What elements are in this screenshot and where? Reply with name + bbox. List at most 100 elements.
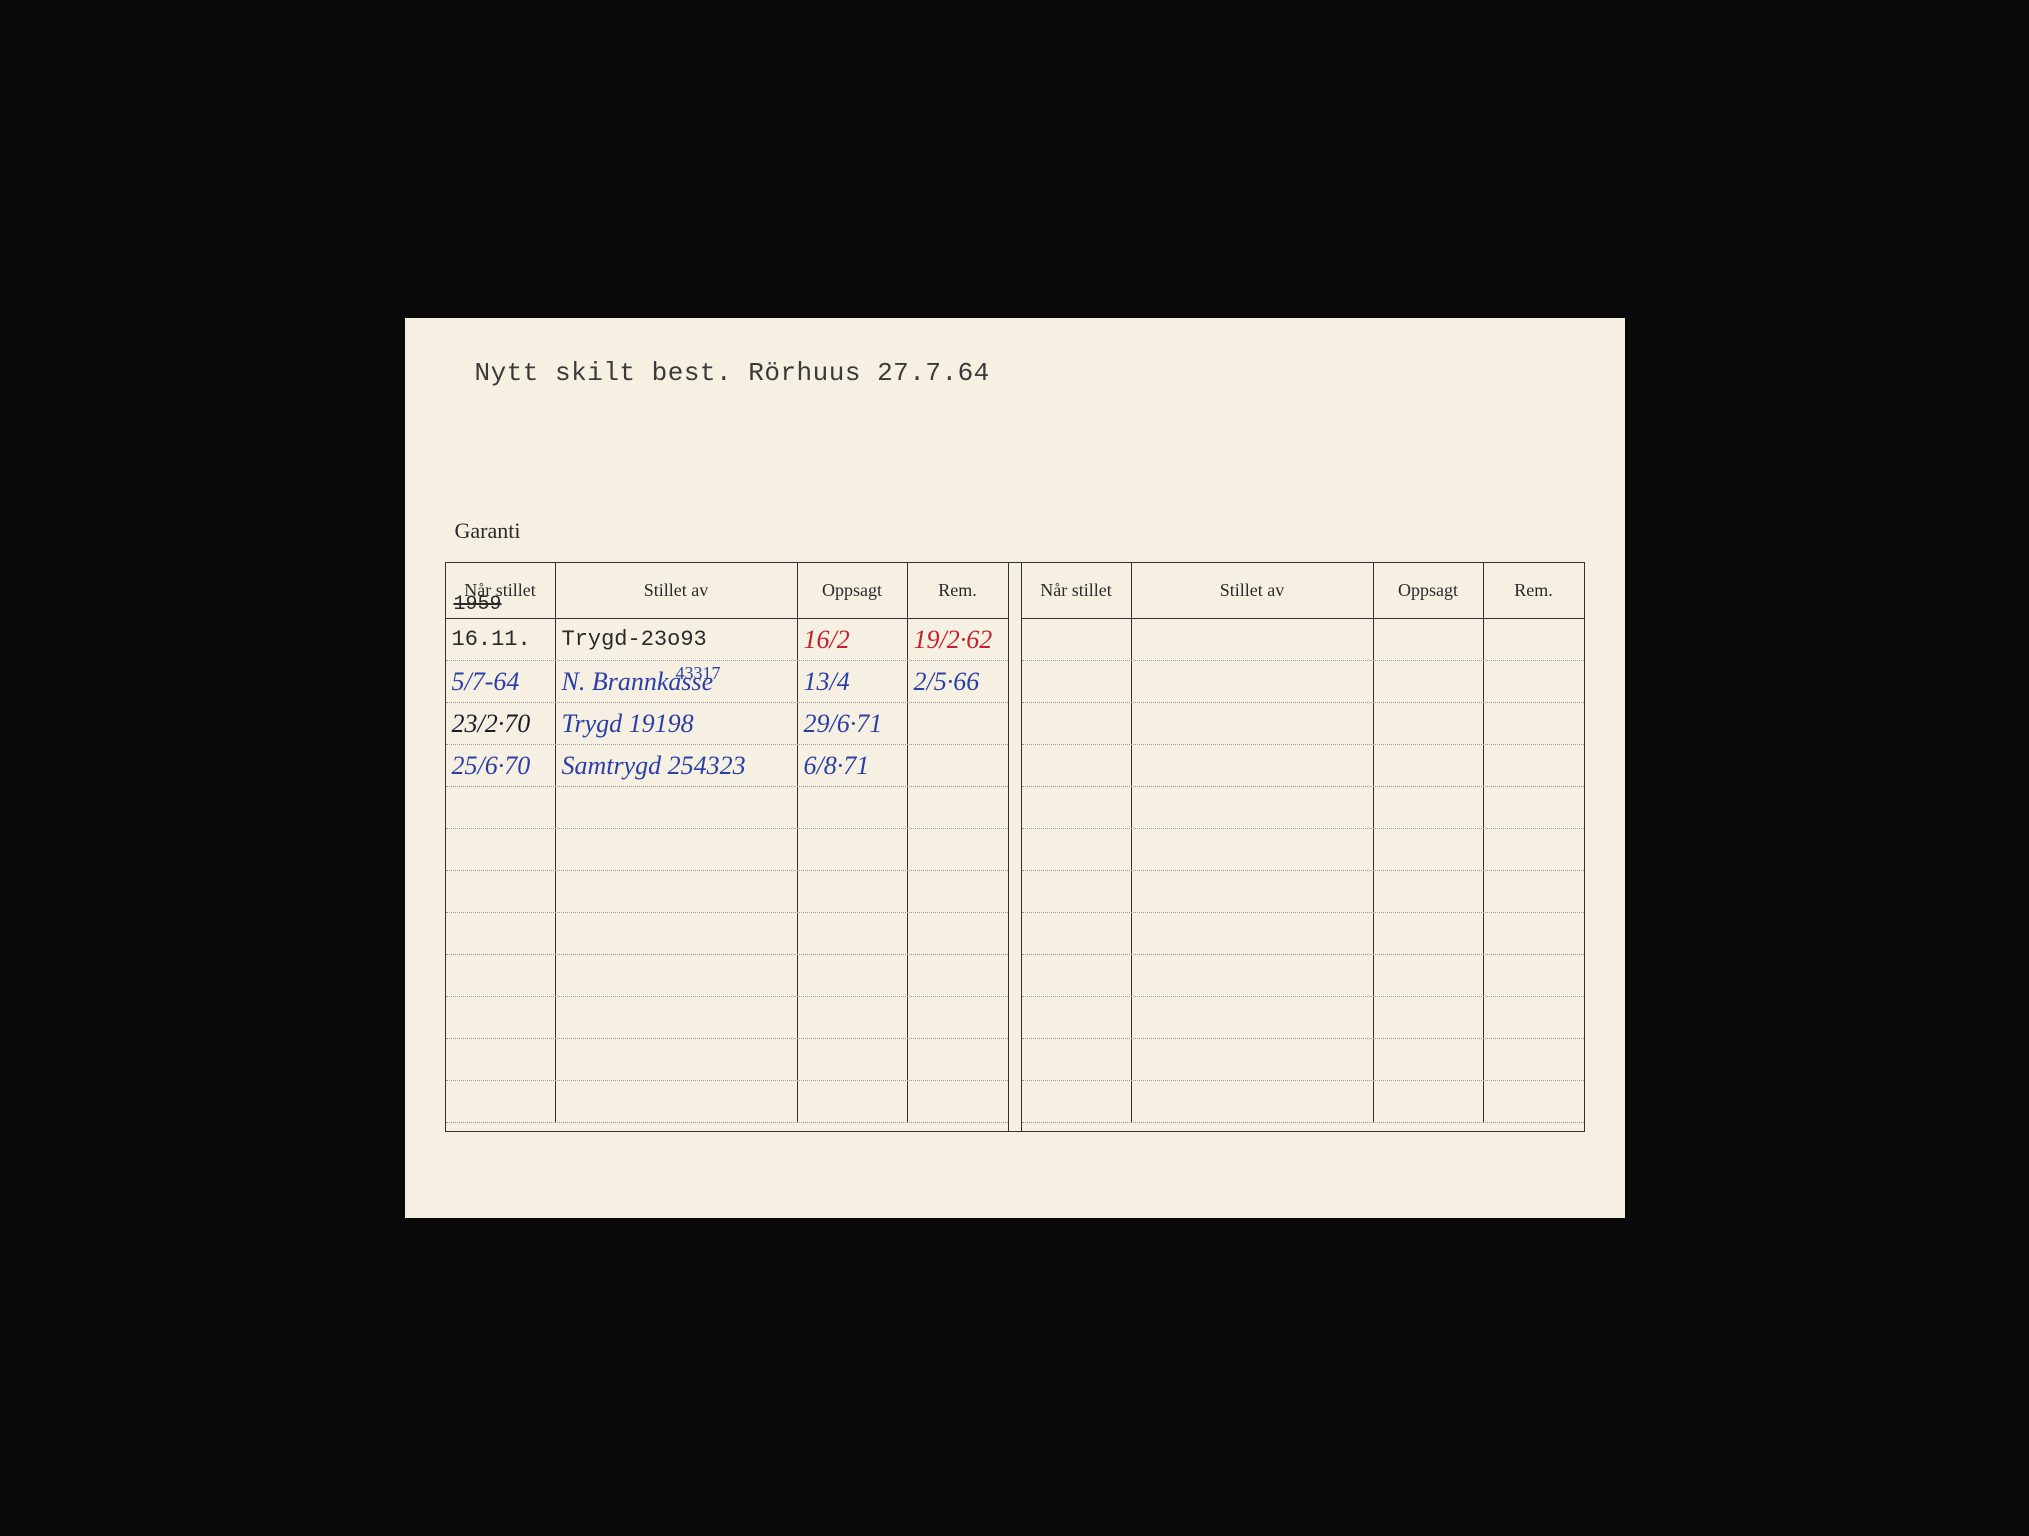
cell (1374, 1081, 1484, 1122)
col-stillet-av: Stillet av (556, 563, 798, 618)
col-nar-stillet: Når stillet (1022, 563, 1132, 618)
cell (1484, 997, 1584, 1038)
cell (1374, 1039, 1484, 1080)
cell (908, 829, 1008, 870)
cell (1484, 619, 1584, 660)
cell (798, 1039, 908, 1080)
table-row: 23/2·70Trygd 1919829/6·71 (446, 703, 1008, 745)
table-row (446, 1081, 1008, 1123)
cell: 19/2·62 (908, 619, 1008, 660)
col-rem: Rem. (1484, 563, 1584, 618)
table-row: 16.11.Trygd-23o9316/219/2·62 (446, 619, 1008, 661)
cell (1484, 1081, 1584, 1122)
table-row (1022, 1039, 1584, 1081)
cell (1484, 661, 1584, 702)
cell (1374, 745, 1484, 786)
cell: 2/5·66 (908, 661, 1008, 702)
table-row (1022, 745, 1584, 787)
cell (1132, 997, 1374, 1038)
cell (908, 1081, 1008, 1122)
cell: 23/2·70 (446, 703, 556, 744)
section-title-garanti: Garanti (455, 518, 1585, 544)
cell: 29/6·71 (798, 703, 908, 744)
cell (798, 913, 908, 954)
cell (446, 997, 556, 1038)
cell (798, 997, 908, 1038)
cell (1132, 871, 1374, 912)
year-struck: 1959 (454, 593, 502, 616)
header-note: Nytt skilt best. Rörhuus 27.7.64 (475, 358, 1585, 388)
table-row: 5/7-64N. Brannkasse13/42/5·66 (446, 661, 1008, 703)
cell (1484, 829, 1584, 870)
col-oppsagt: Oppsagt (1374, 563, 1484, 618)
cell (446, 1081, 556, 1122)
cell (798, 787, 908, 828)
table-body-left: 43317 16.11.Trygd-23o9316/219/2·625/7-64… (446, 619, 1008, 1131)
cell (1022, 703, 1132, 744)
cell (1484, 871, 1584, 912)
cell (556, 787, 798, 828)
cell (1484, 913, 1584, 954)
cell (798, 1081, 908, 1122)
cell (1374, 829, 1484, 870)
cell (1132, 703, 1374, 744)
index-card: Nytt skilt best. Rörhuus 27.7.64 Garanti… (405, 318, 1625, 1218)
table-row (446, 829, 1008, 871)
cell (1374, 661, 1484, 702)
cell (1374, 955, 1484, 996)
cell (1132, 1081, 1374, 1122)
cell (1132, 661, 1374, 702)
ledger-right: Når stillet Stillet av Oppsagt Rem. (1021, 563, 1584, 1131)
cell (1022, 619, 1132, 660)
cell (908, 1039, 1008, 1080)
cell (1132, 619, 1374, 660)
table-row (446, 787, 1008, 829)
cell (1132, 829, 1374, 870)
col-rem: Rem. (908, 563, 1008, 618)
cell (446, 871, 556, 912)
cell (1132, 913, 1374, 954)
cell (1022, 871, 1132, 912)
cell (556, 1039, 798, 1080)
cell (1132, 955, 1374, 996)
ledger-left: Når stillet Stillet av Oppsagt Rem. 1959… (446, 563, 1009, 1131)
table-row (1022, 955, 1584, 997)
cell (1374, 619, 1484, 660)
cell (908, 955, 1008, 996)
table-row (1022, 619, 1584, 661)
cell: 6/8·71 (798, 745, 908, 786)
table-body-right (1022, 619, 1584, 1131)
cell (908, 997, 1008, 1038)
col-stillet-av: Stillet av (1132, 563, 1374, 618)
table-row (1022, 829, 1584, 871)
cell (908, 787, 1008, 828)
cell: Trygd-23o93 (556, 619, 798, 660)
cell (446, 787, 556, 828)
cell (446, 955, 556, 996)
table-row (1022, 913, 1584, 955)
cell: Trygd 19198 (556, 703, 798, 744)
table-row (446, 913, 1008, 955)
cell (908, 745, 1008, 786)
cell (556, 955, 798, 996)
cell (908, 871, 1008, 912)
table-row: 25/6·70Samtrygd 2543236/8·71 (446, 745, 1008, 787)
cell: 25/6·70 (446, 745, 556, 786)
table-row (1022, 1081, 1584, 1123)
cell (1484, 745, 1584, 786)
annotation-number: 43317 (676, 663, 721, 684)
table-row (1022, 787, 1584, 829)
cell (556, 997, 798, 1038)
cell (1132, 1039, 1374, 1080)
table-row (1022, 997, 1584, 1039)
cell (1374, 913, 1484, 954)
table-row (446, 871, 1008, 913)
table-row (446, 997, 1008, 1039)
cell: 13/4 (798, 661, 908, 702)
cell (1374, 787, 1484, 828)
ledger-table: Når stillet Stillet av Oppsagt Rem. 1959… (445, 562, 1585, 1132)
cell (446, 913, 556, 954)
table-row (1022, 661, 1584, 703)
cell (446, 829, 556, 870)
cell (556, 871, 798, 912)
